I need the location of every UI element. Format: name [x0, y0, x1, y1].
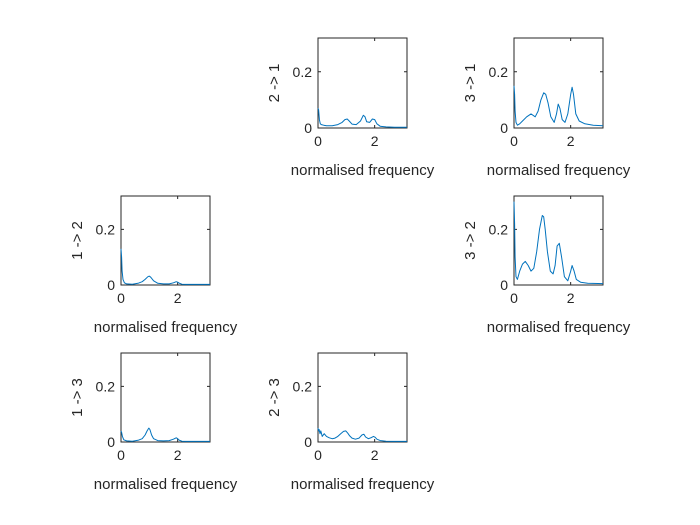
x-tick-label: 2	[371, 447, 379, 463]
y-tick-label: 0	[500, 277, 508, 293]
x-tick-label: 0	[314, 447, 322, 463]
x-tick-label: 0	[510, 290, 518, 306]
x-tick-label: 0	[117, 290, 125, 306]
axes-box	[317, 352, 408, 443]
axes-box	[120, 352, 211, 443]
y-tick-label: 0.2	[96, 378, 116, 394]
axes-box	[513, 37, 604, 129]
y-tick-label: 0.2	[293, 64, 313, 80]
y-axis-label: 3 -> 2	[462, 221, 479, 260]
x-axis-label: normalised frequency	[291, 162, 435, 179]
x-tick-label: 2	[174, 290, 182, 306]
y-tick-label: 0	[500, 120, 508, 136]
y-axis-label: 2 -> 3	[266, 378, 283, 417]
series-line	[513, 201, 604, 285]
series-line	[513, 85, 604, 127]
panel-p23: 0 2 0 0.2 normalised frequency 2 -> 3	[266, 352, 435, 493]
x-tick-label: 2	[567, 290, 575, 306]
axes-box	[513, 195, 604, 286]
y-tick-label: 0	[304, 434, 312, 450]
y-axis-label: 1 -> 2	[69, 221, 86, 260]
axes-box	[317, 37, 408, 129]
x-tick-label: 0	[510, 133, 518, 149]
y-tick-label: 0	[304, 120, 312, 136]
y-tick-label: 0.2	[293, 378, 313, 394]
series-line	[317, 108, 407, 128]
y-tick-label: 0.2	[96, 221, 116, 237]
panel-p32: 0 2 0 0.2 normalised frequency 3 -> 2	[462, 195, 631, 336]
y-tick-label: 0.2	[489, 221, 509, 237]
panel-p13: 0 2 0 0.2 normalised frequency 1 -> 3	[69, 352, 238, 493]
x-tick-label: 2	[567, 133, 575, 149]
panel-p31: 0 2 0 0.2 normalised frequency 3 -> 1	[462, 37, 631, 179]
x-tick-label: 0	[117, 447, 125, 463]
series-line	[317, 427, 407, 442]
axes-box	[120, 195, 211, 286]
x-axis-label: normalised frequency	[94, 476, 238, 493]
panel-p12: 0 2 0 0.2 normalised frequency 1 -> 2	[69, 195, 238, 336]
x-axis-label: normalised frequency	[487, 319, 631, 336]
series-line	[120, 427, 210, 442]
x-tick-label: 2	[174, 447, 182, 463]
y-tick-label: 0	[107, 434, 115, 450]
y-tick-label: 0.2	[489, 64, 509, 80]
x-tick-label: 2	[371, 133, 379, 149]
y-axis-label: 1 -> 3	[69, 378, 86, 417]
x-axis-label: normalised frequency	[291, 476, 435, 493]
y-tick-label: 0	[107, 277, 115, 293]
series-line	[120, 248, 210, 285]
y-axis-label: 2 -> 1	[266, 64, 283, 103]
x-axis-label: normalised frequency	[94, 319, 238, 336]
x-axis-label: normalised frequency	[487, 162, 631, 179]
y-axis-label: 3 -> 1	[462, 64, 479, 103]
x-tick-label: 0	[314, 133, 322, 149]
panel-p21: 0 2 0 0.2 normalised frequency 2 -> 1	[266, 37, 435, 179]
